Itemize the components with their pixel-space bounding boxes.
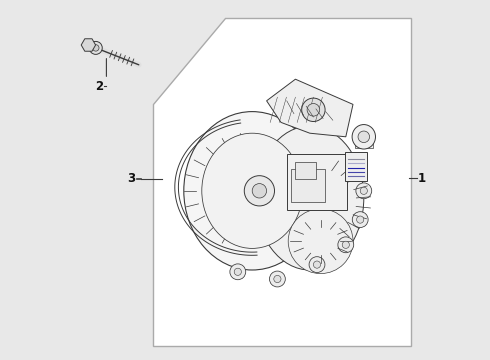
Circle shape bbox=[230, 264, 245, 280]
Polygon shape bbox=[153, 18, 411, 346]
Ellipse shape bbox=[352, 125, 375, 149]
FancyBboxPatch shape bbox=[288, 154, 346, 210]
Text: 2: 2 bbox=[96, 80, 103, 93]
Circle shape bbox=[357, 216, 364, 223]
Ellipse shape bbox=[358, 131, 369, 143]
Circle shape bbox=[342, 241, 349, 248]
FancyBboxPatch shape bbox=[295, 162, 316, 179]
Circle shape bbox=[314, 261, 320, 268]
FancyBboxPatch shape bbox=[292, 169, 324, 202]
Circle shape bbox=[338, 237, 354, 253]
Circle shape bbox=[89, 41, 102, 54]
Circle shape bbox=[356, 183, 372, 199]
Circle shape bbox=[352, 212, 368, 228]
Ellipse shape bbox=[202, 133, 303, 248]
Ellipse shape bbox=[184, 112, 320, 270]
Circle shape bbox=[288, 209, 353, 274]
Polygon shape bbox=[81, 39, 96, 51]
Circle shape bbox=[93, 45, 99, 51]
Circle shape bbox=[309, 257, 325, 273]
Circle shape bbox=[270, 271, 285, 287]
Polygon shape bbox=[355, 137, 373, 148]
Polygon shape bbox=[267, 79, 353, 137]
Ellipse shape bbox=[307, 104, 319, 116]
Circle shape bbox=[234, 268, 242, 275]
Circle shape bbox=[274, 275, 281, 283]
Text: 1: 1 bbox=[417, 172, 425, 185]
Circle shape bbox=[252, 184, 267, 198]
FancyBboxPatch shape bbox=[345, 152, 367, 181]
Ellipse shape bbox=[256, 126, 364, 270]
Text: 3: 3 bbox=[127, 172, 136, 185]
Circle shape bbox=[245, 176, 274, 206]
Circle shape bbox=[360, 187, 368, 194]
Ellipse shape bbox=[302, 98, 325, 122]
